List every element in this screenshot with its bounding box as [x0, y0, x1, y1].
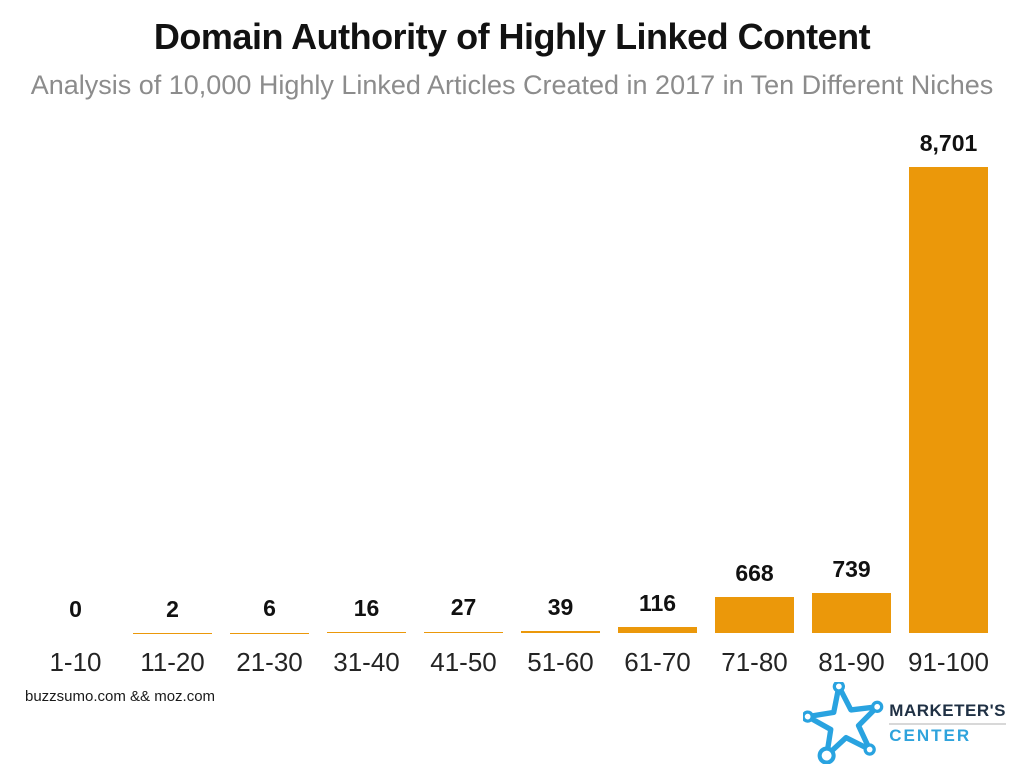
x-axis-tick-label: 1-10 — [49, 647, 102, 677]
x-axis-tick-label: 31-40 — [333, 647, 400, 677]
x-axis-tick-label: 11-20 — [140, 647, 205, 677]
x-axis-tick-label: 91-100 — [908, 647, 989, 677]
bar-column: 8,701 91-100 — [900, 120, 997, 678]
star-icon — [803, 682, 885, 764]
bar-value-label: 668 — [735, 559, 774, 586]
chart-title: Domain Authority of Highly Linked Conten… — [153, 16, 871, 57]
bar-column: 27 41-50 — [415, 120, 512, 678]
x-axis-tick-label: 81-90 — [818, 647, 885, 677]
bar-column: 116 61-70 — [609, 120, 706, 678]
x-axis-tick-label: 61-70 — [624, 647, 691, 677]
logo-line2: CENTER — [889, 725, 972, 745]
logo-line1: MARKETER'S — [889, 701, 1006, 725]
bar-value-label: 39 — [547, 593, 574, 620]
bar — [424, 631, 503, 633]
bar-value-label: 8,701 — [919, 129, 978, 156]
bar-value-label: 116 — [638, 589, 677, 616]
bar-column: 39 51-60 — [512, 120, 609, 678]
bar — [909, 167, 988, 633]
bar-column: 16 31-40 — [318, 120, 415, 678]
bar-value-label: 27 — [450, 594, 477, 621]
bar-value-label: 2 — [166, 595, 179, 622]
bar-column: 6 21-30 — [221, 120, 318, 678]
x-axis-tick-label: 21-30 — [236, 647, 303, 677]
x-axis-tick-label: 41-50 — [430, 647, 497, 677]
source-attribution: buzzsumo.com && moz.com — [25, 688, 216, 705]
bar-value-label: 0 — [69, 595, 82, 622]
bar — [327, 632, 406, 633]
logo-text: MARKETER'S CENTER — [889, 701, 1006, 746]
bar-value-label: 6 — [263, 595, 276, 622]
bar — [812, 593, 891, 633]
marketers-center-logo: MARKETER'S CENTER — [803, 682, 1006, 764]
bar-value-label: 739 — [832, 556, 871, 583]
bar-column: 0 1-10 — [27, 120, 124, 678]
bar-value-label: 16 — [353, 594, 380, 621]
bar-column: 739 81-90 — [803, 120, 900, 678]
bar — [715, 597, 794, 633]
chart-subtitle: Analysis of 10,000 Highly Linked Article… — [30, 70, 994, 100]
bar-column: 2 11-20 — [124, 120, 221, 678]
x-axis-tick-label: 51-60 — [527, 647, 594, 677]
bar-chart: 0 1-10 2 11-20 6 21-30 16 31-40 27 41-50… — [27, 120, 997, 678]
bar — [618, 626, 697, 633]
x-axis-tick-label: 71-80 — [721, 647, 788, 677]
bar — [521, 630, 600, 633]
bar-column: 668 71-80 — [706, 120, 803, 678]
